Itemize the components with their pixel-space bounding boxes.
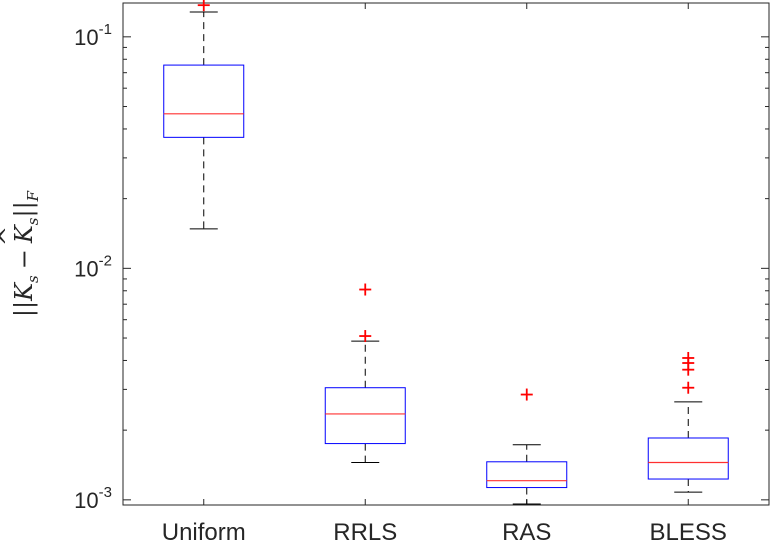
axes-frame bbox=[122, 2, 770, 506]
y-tick-label: 10-2 bbox=[74, 252, 112, 281]
y-tick-exponent: -2 bbox=[99, 252, 112, 269]
boxes-layer bbox=[163, 0, 729, 505]
y-axis-label: ||Ks−Ks||F ^ bbox=[0, 190, 42, 317]
ylabel-var-hat: K bbox=[10, 223, 38, 244]
ylabel-sub3: F bbox=[24, 190, 42, 202]
category-label: RRLS bbox=[333, 519, 397, 545]
y-tick-base: 10 bbox=[74, 256, 98, 281]
svg-text:||Ks−Ks||F: ||Ks−Ks||F bbox=[10, 190, 42, 317]
y-tick-base: 10 bbox=[74, 488, 98, 513]
outlier-point bbox=[197, 0, 210, 12]
box-ras bbox=[486, 388, 568, 505]
iqr-box bbox=[486, 461, 568, 489]
plot-area bbox=[123, 3, 769, 505]
y-tick-label: 10-1 bbox=[74, 21, 112, 50]
ylabel-sub2: s bbox=[24, 217, 42, 225]
y-tick-label: 10-3 bbox=[74, 484, 112, 513]
box-rrls bbox=[324, 283, 406, 463]
y-tick-exponent: -1 bbox=[99, 21, 112, 38]
axes bbox=[122, 2, 770, 506]
category-labels: Uniform RRLS RAS BLESS bbox=[162, 519, 727, 545]
category-label: Uniform bbox=[162, 519, 246, 545]
y-tick-base: 10 bbox=[74, 25, 98, 50]
box-bless bbox=[647, 351, 729, 493]
outlier-point bbox=[682, 351, 695, 364]
y-tick-labels: 10-310-210-1 bbox=[74, 21, 112, 513]
ylabel-sub: s bbox=[24, 275, 42, 283]
category-label: BLESS bbox=[650, 519, 727, 545]
ylabel-hat: ^ bbox=[0, 226, 22, 246]
y-tick-exponent: -3 bbox=[99, 484, 112, 501]
category-label: RAS bbox=[502, 519, 551, 545]
iqr-box bbox=[324, 387, 406, 445]
ylabel-var: K bbox=[10, 281, 38, 302]
ylabel-minus: − bbox=[10, 249, 38, 269]
outlier-point bbox=[359, 283, 372, 296]
iqr-box bbox=[647, 437, 729, 480]
outlier-point bbox=[520, 388, 533, 401]
ylabel-bars-open: || bbox=[10, 301, 39, 317]
box-uniform bbox=[163, 0, 245, 230]
ylabel-bars-close: || bbox=[10, 201, 39, 217]
outlier-point bbox=[682, 381, 695, 394]
outlier-point bbox=[359, 330, 372, 343]
iqr-box bbox=[163, 64, 245, 138]
